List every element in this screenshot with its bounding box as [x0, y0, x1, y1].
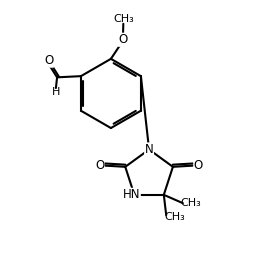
Text: H: H — [52, 87, 60, 97]
Text: CH₃: CH₃ — [181, 198, 202, 208]
Text: CH₃: CH₃ — [113, 14, 134, 24]
Text: CH₃: CH₃ — [164, 213, 185, 222]
Text: O: O — [44, 54, 53, 67]
Text: N: N — [145, 143, 153, 156]
Text: O: O — [95, 159, 104, 172]
Text: O: O — [194, 159, 203, 172]
Text: O: O — [118, 33, 127, 46]
Text: HN: HN — [123, 188, 140, 201]
